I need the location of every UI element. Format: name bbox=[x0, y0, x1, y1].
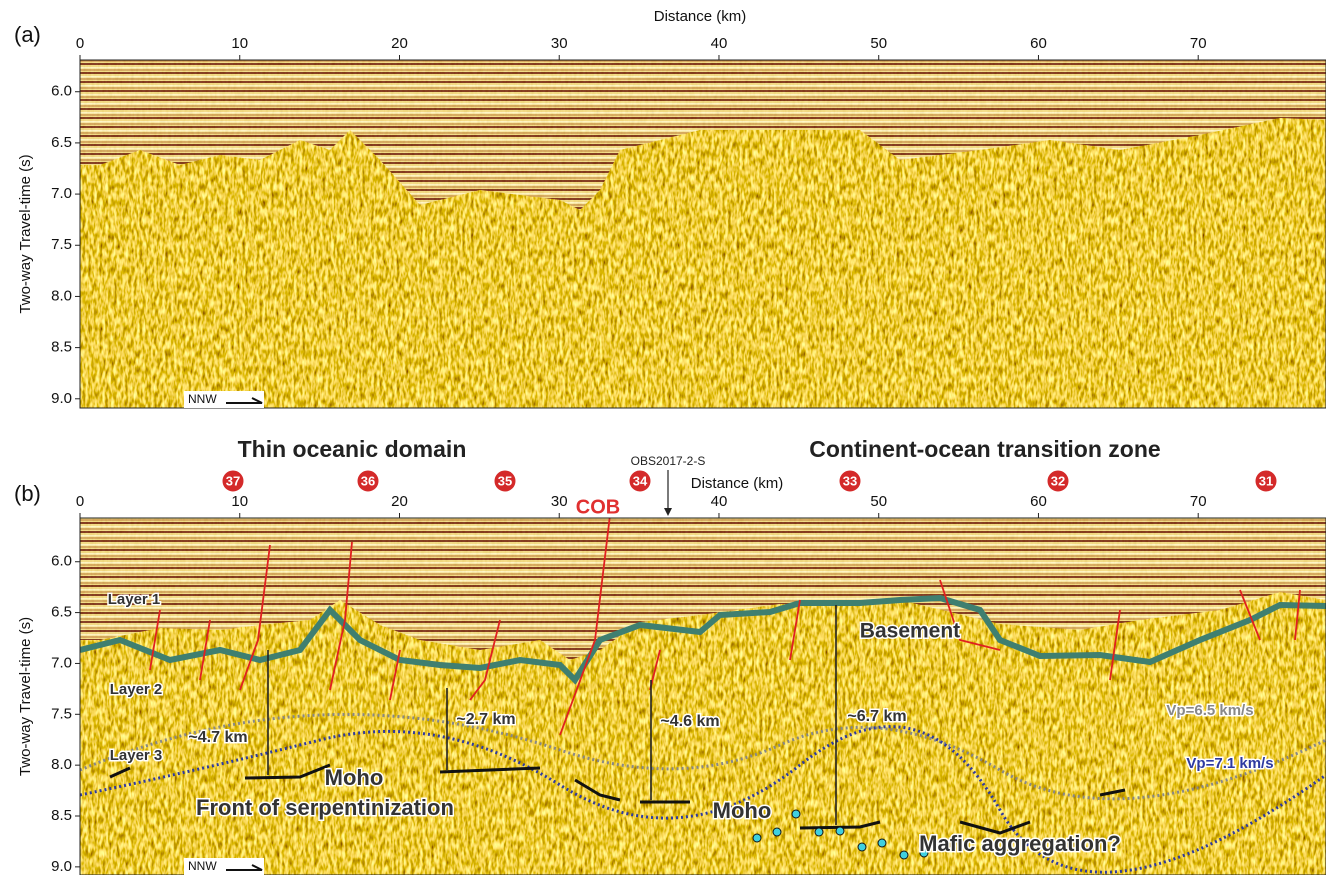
x-tick-label: 10 bbox=[231, 493, 248, 510]
obs-label: OBS2017-2-S bbox=[631, 454, 706, 468]
y-tick-label: 8.5 bbox=[51, 807, 72, 824]
panel-label: (a) bbox=[14, 22, 41, 47]
y-tick-label: 9.0 bbox=[51, 858, 72, 875]
x-axis-label: Distance (km) bbox=[691, 475, 784, 492]
domain-label: Thin oceanic domain bbox=[238, 436, 467, 462]
y-tick-label: 8.0 bbox=[51, 756, 72, 773]
annotation: Basement bbox=[860, 620, 960, 643]
x-axis-label: Distance (km) bbox=[654, 8, 747, 25]
panel-label: (b) bbox=[14, 481, 41, 506]
x-tick-label: 30 bbox=[551, 493, 568, 510]
y-tick-label: 6.5 bbox=[51, 604, 72, 621]
x-tick-label: 20 bbox=[391, 35, 408, 52]
annotation: Layer 2 bbox=[110, 681, 163, 698]
annotation: Moho bbox=[325, 765, 384, 790]
station-label: 32 bbox=[1051, 473, 1065, 488]
y-tick-label: 9.0 bbox=[51, 390, 72, 407]
x-tick-label: 10 bbox=[231, 35, 248, 52]
y-tick-label: 8.5 bbox=[51, 339, 72, 356]
station-label: 33 bbox=[843, 473, 857, 488]
figure: Thin oceanic domain Continent-ocean tran… bbox=[0, 0, 1326, 875]
annotation: Vp=6.5 km/s bbox=[1166, 702, 1253, 719]
x-tick-label: 0 bbox=[76, 493, 84, 510]
cob-label: COB bbox=[576, 496, 620, 518]
x-tick-label: 60 bbox=[1030, 493, 1047, 510]
annotation: Layer 1 bbox=[108, 591, 161, 608]
y-tick-label: 7.0 bbox=[51, 185, 72, 202]
y-tick-label: 8.0 bbox=[51, 287, 72, 304]
annotation: ~4.6 km bbox=[660, 713, 719, 730]
station-label: 37 bbox=[226, 473, 240, 488]
x-tick-label: 50 bbox=[870, 35, 887, 52]
y-tick-label: 6.0 bbox=[51, 553, 72, 570]
y-tick-label: 7.0 bbox=[51, 654, 72, 671]
station-label: 35 bbox=[498, 473, 512, 488]
annotation: ~4.7 km bbox=[188, 729, 247, 746]
annotation: Front of serpentinization bbox=[196, 795, 454, 820]
annotation: Mafic aggregation? bbox=[919, 831, 1121, 856]
x-tick-label: 40 bbox=[711, 35, 728, 52]
x-tick-label: 70 bbox=[1190, 35, 1207, 52]
y-tick-label: 6.0 bbox=[51, 83, 72, 100]
annotation: ~2.7 km bbox=[456, 711, 515, 728]
direction-label: NNW bbox=[188, 859, 217, 873]
x-tick-label: 0 bbox=[76, 35, 84, 52]
x-tick-label: 70 bbox=[1190, 493, 1207, 510]
station-label: 36 bbox=[361, 473, 375, 488]
annotation: Vp=7.1 km/s bbox=[1186, 755, 1273, 772]
x-tick-label: 40 bbox=[711, 493, 728, 510]
y-tick-label: 7.5 bbox=[51, 236, 72, 253]
x-tick-label: 50 bbox=[870, 493, 887, 510]
y-axis-label: Two-way Travel-time (s) bbox=[17, 154, 34, 313]
annotation: Layer 3 bbox=[110, 747, 163, 764]
seismic-image bbox=[80, 515, 1326, 875]
annotation: ~6.7 km bbox=[847, 708, 906, 725]
direction-label: NNW bbox=[188, 392, 217, 406]
y-tick-label: 6.5 bbox=[51, 134, 72, 151]
station-label: 31 bbox=[1259, 473, 1273, 488]
annotation: Moho bbox=[713, 798, 772, 823]
y-tick-label: 7.5 bbox=[51, 705, 72, 722]
x-tick-label: 30 bbox=[551, 35, 568, 52]
domain-label: Continent-ocean transition zone bbox=[809, 436, 1160, 462]
seismic-image bbox=[80, 60, 1326, 408]
x-tick-label: 60 bbox=[1030, 35, 1047, 52]
y-axis-label: Two-way Travel-time (s) bbox=[17, 617, 34, 776]
x-tick-label: 20 bbox=[391, 493, 408, 510]
station-label: 34 bbox=[633, 473, 648, 488]
